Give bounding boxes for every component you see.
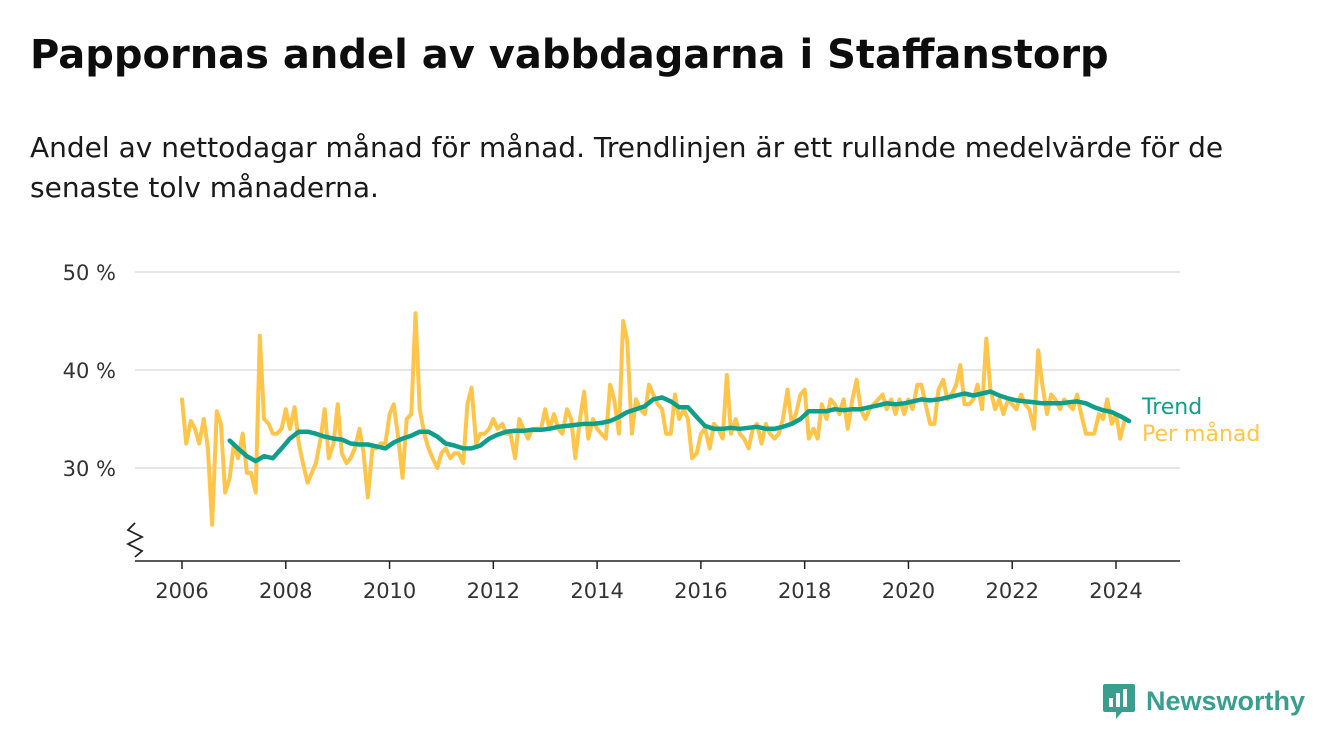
grid-lines [135, 271, 1180, 469]
x-tick-label: 2020 [882, 579, 935, 603]
x-tick-label: 2014 [570, 579, 623, 603]
y-tick-label: 30 % [63, 457, 116, 481]
x-tick-label: 2008 [259, 579, 312, 603]
y-tick-label: 50 % [63, 261, 116, 285]
x-tick-label: 2016 [674, 579, 727, 603]
x-tick-label: 2006 [155, 579, 208, 603]
x-tick-label: 2018 [778, 579, 831, 603]
brand-name: Newsworthy [1146, 685, 1306, 716]
page-title: Pappornas andel av vabbdagarna i Staffan… [30, 32, 1109, 78]
legend-label-per-manad: Per månad [1142, 421, 1260, 447]
series-line-trend [227, 389, 1132, 464]
page-subtitle: Andel av nettodagar månad för månad. Tre… [30, 131, 1224, 204]
axis-break-icon [125, 522, 145, 558]
chart-axes: 30 % 40 % 50 % 2006 2008 2010 2012 2014 2016 2018… [63, 261, 1180, 603]
x-tick-label: 2022 [985, 579, 1038, 603]
chart-series [180, 311, 1132, 527]
x-tick-label: 2010 [363, 579, 416, 603]
legend-label-trend: Trend [1141, 395, 1202, 420]
x-tick-label: 2012 [467, 579, 520, 603]
newsworthy-logo-icon [1103, 684, 1135, 719]
y-tick-label: 40 % [63, 359, 116, 383]
series-line-per-manad [180, 311, 1127, 527]
x-tick-label: 2024 [1089, 579, 1142, 603]
newsworthy-brand: Newsworthy [1102, 682, 1305, 720]
